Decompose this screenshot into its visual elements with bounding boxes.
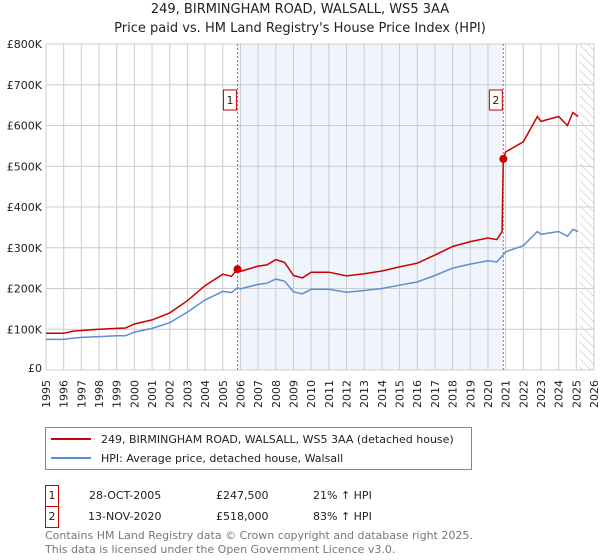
sale-label-box xyxy=(222,89,237,111)
x-tick-label: 2016 xyxy=(411,380,424,408)
x-tick-label: 2000 xyxy=(128,380,141,408)
sale-marker-badge: 1 xyxy=(45,485,59,507)
footer: Contains HM Land Registry data © Crown c… xyxy=(45,529,473,557)
x-tick-label: 2025 xyxy=(570,380,583,408)
x-tick-label: 2023 xyxy=(535,380,548,408)
y-tick-label: £100K xyxy=(7,323,43,336)
x-tick-label: 2010 xyxy=(305,380,318,408)
legend: 249, BIRMINGHAM ROAD, WALSALL, WS5 3AA (… xyxy=(45,427,472,470)
sale-hpi-diff: 21% ↑ HPI xyxy=(313,489,372,502)
x-tick-label: 2008 xyxy=(270,380,283,408)
x-tick-label: 2009 xyxy=(287,380,300,408)
sale-hpi-diff: 83% ↑ HPI xyxy=(313,510,372,523)
x-tick-label: 2012 xyxy=(341,380,354,408)
price-chart: 1995 1996 1997 1998 1999 2000 2001 2002 2003 2004… xyxy=(7,38,600,408)
sale-date: 13-NOV-2020 xyxy=(88,510,162,523)
y-tick-label: £400K xyxy=(7,201,43,214)
x-tick-label: 2001 xyxy=(146,380,159,408)
sale-date: 28-OCT-2005 xyxy=(89,489,162,502)
x-tick-label: 2002 xyxy=(164,380,177,408)
legend-label: HPI: Average price, detached house, Wals… xyxy=(101,451,344,465)
x-tick-label: 2021 xyxy=(500,380,513,408)
x-tick-label: 2006 xyxy=(234,380,247,408)
sale-label: 1 xyxy=(226,94,233,107)
legend-item-hpi: HPI: Average price, detached house, Wals… xyxy=(51,450,343,466)
sale-point xyxy=(233,265,242,274)
x-tick-label: 2019 xyxy=(464,380,477,408)
y-tick-label: £700K xyxy=(7,79,43,92)
footer-copyright: Contains HM Land Registry data © Crown c… xyxy=(45,529,473,542)
y-tick-label: £800K xyxy=(7,38,43,51)
series-line xyxy=(46,111,579,335)
x-tick-label: 2007 xyxy=(252,380,265,408)
x-tick-label: 1999 xyxy=(111,380,124,408)
x-tick-label: 1995 xyxy=(40,380,53,408)
x-tick-label: 2017 xyxy=(429,380,442,408)
chart-subtitle: Price paid vs. HM Land Registry's House … xyxy=(114,21,486,36)
sale-label: 2 xyxy=(492,94,499,107)
x-tick-label: 1996 xyxy=(58,380,71,408)
sale-label-box xyxy=(488,89,503,111)
x-tick-label: 2011 xyxy=(323,380,336,408)
x-tick-label: 2026 xyxy=(588,380,600,408)
y-tick-label: £0 xyxy=(28,362,42,375)
sale-price: £247,500 xyxy=(216,489,269,502)
x-tick-label: 2020 xyxy=(482,380,495,408)
x-tick-label: 2015 xyxy=(394,380,407,408)
x-tick-label: 2018 xyxy=(447,380,460,408)
y-tick-label: £300K xyxy=(7,242,43,255)
sale-point xyxy=(499,154,508,163)
x-tick-label: 2014 xyxy=(376,380,389,408)
y-tick-label: £600K xyxy=(7,120,43,133)
legend-item-property: 249, BIRMINGHAM ROAD, WALSALL, WS5 3AA (… xyxy=(51,431,454,447)
x-tick-label: 2003 xyxy=(181,380,194,408)
y-tick-label: £200K xyxy=(7,283,43,296)
x-tick-label: 2024 xyxy=(553,380,566,408)
x-tick-label: 2022 xyxy=(517,380,530,408)
sale-price: £518,000 xyxy=(216,510,269,523)
legend-swatch-blue xyxy=(51,457,91,459)
series-line xyxy=(46,228,579,341)
sale-marker-badge: 2 xyxy=(45,506,59,528)
x-tick-label: 2004 xyxy=(199,380,212,408)
x-tick-label: 2013 xyxy=(358,380,371,408)
x-tick-label: 1997 xyxy=(75,380,88,408)
legend-label: 249, BIRMINGHAM ROAD, WALSALL, WS5 3AA (… xyxy=(101,432,454,446)
y-tick-label: £500K xyxy=(7,160,43,173)
legend-swatch-red xyxy=(51,438,91,440)
x-tick-label: 2005 xyxy=(217,380,230,408)
x-tick-label: 1998 xyxy=(93,380,106,408)
chart-title: 249, BIRMINGHAM ROAD, WALSALL, WS5 3AA xyxy=(150,2,450,17)
footer-licence: This data is licensed under the Open Gov… xyxy=(45,543,396,556)
